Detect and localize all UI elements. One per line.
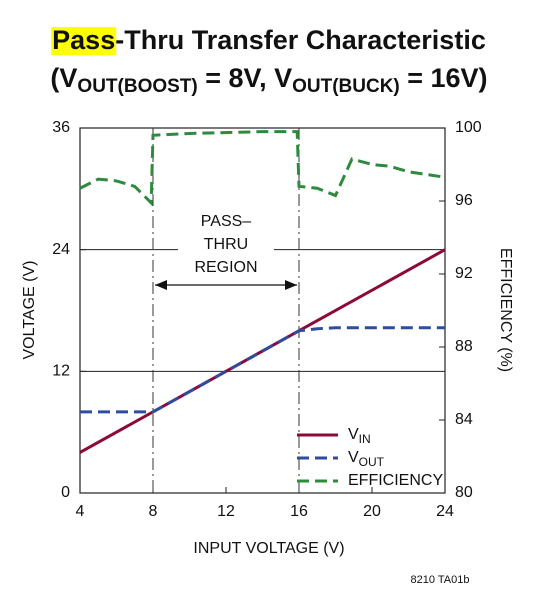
annotation: REGION [194,259,257,276]
annotation-bg [178,208,274,280]
subtitle-part: = 16V) [400,63,488,93]
title-part: Pass [52,25,115,55]
plot-frame [79,127,446,494]
x-tick-label: 8 [149,503,158,520]
y-tick-label: 36 [52,119,70,136]
y2-tick-label: 96 [455,192,473,209]
series-line [79,130,446,207]
y2-axis-label: EFFICIENCY (%) [497,248,514,372]
x-tick-label: 20 [363,503,381,520]
legend-label: VIN [348,426,371,446]
legend-label: EFFICIENCY [348,472,443,489]
legend-sub: IN [359,432,371,446]
footnote: 8210 TA01b [411,574,470,586]
y2-tick-label: 92 [455,265,473,282]
y-axis-label: VOLTAGE (V) [21,261,38,360]
x-tick-label: 24 [436,503,454,520]
annotation: THRU [204,236,248,253]
legend-name: EFFICIENCY [348,472,443,489]
y2-tick-label: 100 [455,119,482,136]
x-tick-label: 12 [217,503,235,520]
chart-title: Pass-Thru Transfer Characteristic [52,25,486,55]
series-line [80,326,445,414]
legend-name: V [348,426,359,443]
y2-tick-label: 80 [455,484,473,501]
subtitle-part: OUT(BUCK) [292,76,400,97]
legend-sub: OUT [359,455,385,469]
legend-label: VOUT [348,449,385,469]
subtitle-part: (V [50,63,77,93]
y-tick-label: 12 [52,363,70,380]
legend-name: V [348,449,359,466]
x-tick-label: 4 [76,503,85,520]
subtitle-part: = 8V, V [198,63,292,93]
y-tick-label: 24 [52,241,70,258]
x-tick-label: 16 [290,503,308,520]
title-part: -Thru Transfer Characteristic [115,25,486,55]
title-highlight [51,27,117,56]
y2-tick-label: 88 [455,338,473,355]
subtitle-part: OUT(BOOST) [77,76,197,97]
annotation: PASS– [201,213,252,230]
y-tick-label: 0 [61,484,70,501]
chart-subtitle: (VOUT(BOOST) = 8V, VOUT(BUCK) = 16V) [50,63,487,97]
x-axis-label: INPUT VOLTAGE (V) [193,540,344,557]
y2-tick-label: 84 [455,411,473,428]
